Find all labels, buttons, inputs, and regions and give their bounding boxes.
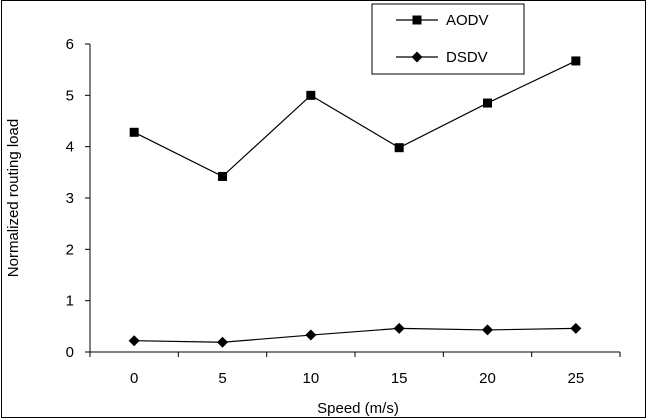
legend-item-aodv: AODV bbox=[396, 12, 489, 29]
legend-label-dsdv: DSDV bbox=[446, 49, 488, 66]
x-tick-label: 25 bbox=[567, 370, 584, 387]
data-point-dsdv bbox=[305, 329, 317, 341]
axes bbox=[89, 44, 620, 353]
series-line-aodv bbox=[133, 60, 577, 178]
x-tick-label: 5 bbox=[218, 370, 226, 387]
x-tick-label: 15 bbox=[391, 370, 408, 387]
y-tick-label: 1 bbox=[66, 293, 74, 310]
data-point-aodv bbox=[218, 171, 227, 181]
legend-marker-aodv bbox=[412, 15, 422, 25]
data-point-aodv bbox=[483, 98, 492, 108]
x-tick-label: 0 bbox=[130, 370, 138, 387]
legend: AODV DSDV bbox=[371, 3, 525, 75]
x-axis-title: Speed (m/s) bbox=[317, 400, 399, 417]
x-tick-label: 20 bbox=[479, 370, 496, 387]
data-point-aodv bbox=[129, 127, 139, 137]
series-layer bbox=[128, 56, 582, 348]
x-ticks: 0 5 10 15 20 25 bbox=[89, 352, 621, 387]
data-point-aodv bbox=[306, 90, 316, 100]
y-tick-label: 4 bbox=[66, 139, 74, 156]
data-point-aodv bbox=[394, 143, 404, 153]
y-tick-label: 2 bbox=[66, 241, 74, 258]
x-tick-label: 10 bbox=[302, 370, 319, 387]
legend-item-dsdv: DSDV bbox=[396, 49, 488, 66]
y-tick-label: 3 bbox=[66, 190, 74, 207]
data-point-dsdv bbox=[570, 322, 582, 334]
data-point-aodv bbox=[571, 56, 581, 66]
series-line-dsdv bbox=[134, 327, 576, 343]
data-point-dsdv bbox=[482, 324, 493, 336]
y-axis-title: Normalized routing load bbox=[5, 119, 22, 277]
y-ticks: 0 1 2 3 4 5 6 bbox=[66, 36, 90, 361]
legend-box bbox=[371, 3, 525, 75]
legend-marker-dsdv bbox=[411, 51, 423, 63]
y-tick-label: 5 bbox=[66, 87, 74, 104]
y-tick-label: 0 bbox=[66, 344, 74, 361]
legend-label-aodv: AODV bbox=[446, 12, 489, 29]
data-point-dsdv bbox=[393, 322, 405, 334]
series-aodv bbox=[129, 56, 581, 181]
y-tick-label: 6 bbox=[66, 36, 74, 53]
data-point-dsdv bbox=[217, 336, 228, 348]
data-point-dsdv bbox=[128, 335, 140, 347]
series-dsdv bbox=[128, 322, 582, 348]
